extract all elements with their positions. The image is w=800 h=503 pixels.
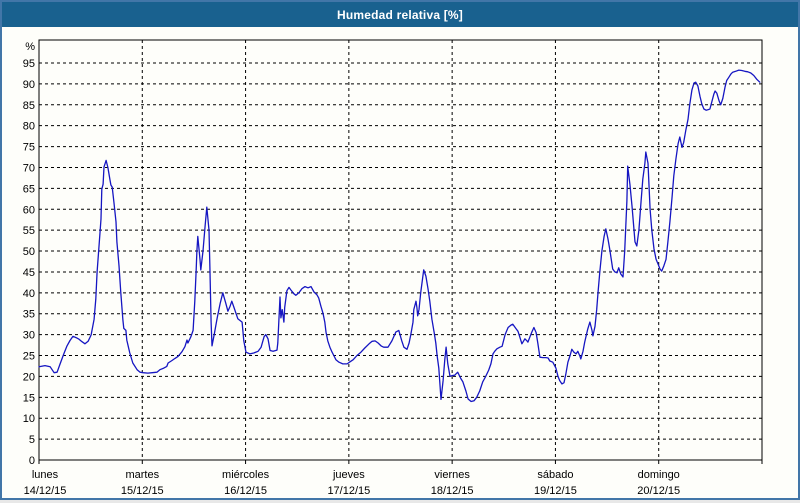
x-axis-day-label: jueves — [332, 469, 365, 481]
x-axis-day-label: domingo — [638, 469, 680, 481]
x-axis-day-label: miércoles — [222, 469, 270, 481]
x-axis-day-label: lunes — [32, 469, 59, 481]
y-axis-unit-label: % — [25, 41, 35, 53]
x-axis-date-label: 20/12/15 — [637, 485, 680, 497]
y-axis-tick-label: 20 — [23, 371, 35, 383]
x-axis-day-label: sábado — [537, 469, 573, 481]
y-axis-tick-label: 90 — [23, 79, 35, 91]
x-axis-date-label: 15/12/15 — [121, 485, 164, 497]
y-axis-tick-label: 25 — [23, 351, 35, 363]
y-axis-tick-label: 50 — [23, 246, 35, 258]
y-axis-tick-label: 5 — [29, 434, 35, 446]
y-axis-tick-label: 75 — [23, 142, 35, 154]
window-title-bar: Humedad relativa [%] — [2, 2, 798, 27]
y-axis-tick-label: 70 — [23, 162, 35, 174]
y-axis-tick-label: 65 — [23, 183, 35, 195]
x-axis-day-label: martes — [125, 469, 159, 481]
y-axis-tick-label: 95 — [23, 58, 35, 70]
y-axis-tick-label: 55 — [23, 225, 35, 237]
x-axis-date-label: 19/12/15 — [534, 485, 577, 497]
plot-frame — [38, 39, 763, 461]
y-axis-tick-label: 60 — [23, 204, 35, 216]
x-axis-date-label: 17/12/15 — [327, 485, 370, 497]
y-axis-tick-label: 10 — [23, 413, 35, 425]
y-axis-tick-label: 45 — [23, 267, 35, 279]
y-axis-tick-label: 85 — [23, 100, 35, 112]
x-axis-date-label: 14/12/15 — [24, 485, 67, 497]
x-axis-date-label: 16/12/15 — [224, 485, 267, 497]
y-axis-tick-label: 0 — [29, 455, 35, 467]
x-axis-day-label: viernes — [434, 469, 470, 481]
y-axis-tick-label: 80 — [23, 121, 35, 133]
y-axis-tick-label: 35 — [23, 309, 35, 321]
x-axis-date-label: 18/12/15 — [431, 485, 474, 497]
y-axis-tick-label: 30 — [23, 330, 35, 342]
y-axis-tick-label: 15 — [23, 392, 35, 404]
humidity-series-line — [38, 69, 761, 403]
chart-title: Humedad relativa [%] — [336, 7, 464, 22]
y-axis-tick-label: 40 — [23, 288, 35, 300]
